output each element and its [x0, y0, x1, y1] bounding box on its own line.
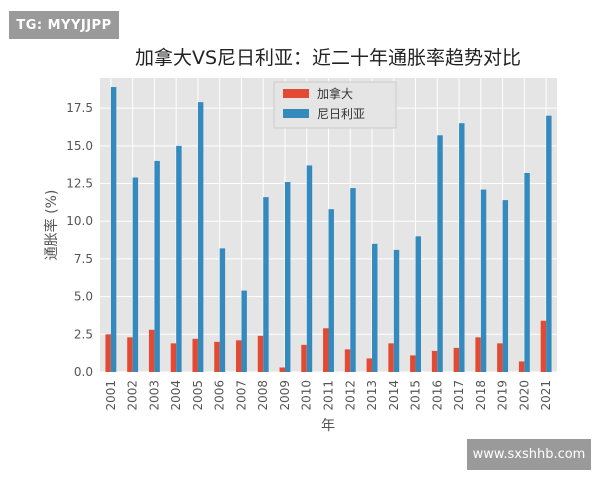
- x-tick-label: 2004: [169, 380, 183, 411]
- x-tick-label: 2009: [278, 380, 292, 411]
- bar-nigeria-2003: [154, 160, 160, 372]
- bar-nigeria-2015: [415, 236, 421, 372]
- x-tick-label: 2011: [322, 380, 336, 411]
- bar-nigeria-2017: [459, 123, 465, 372]
- bar-canada-2015: [410, 355, 416, 372]
- bar-canada-2016: [431, 350, 438, 372]
- bar-canada-2013: [366, 358, 373, 372]
- bar-canada-2006: [214, 341, 220, 372]
- x-tick-label: 2005: [191, 380, 205, 411]
- x-tick-label: 2016: [430, 380, 444, 411]
- bar-canada-2020: [518, 361, 525, 372]
- bar-nigeria-2009: [284, 182, 291, 372]
- bar-nigeria-2013: [372, 243, 378, 372]
- bar-nigeria-2016: [437, 135, 443, 372]
- y-tick-label: 17.5: [66, 101, 93, 115]
- bar-nigeria-2011: [328, 209, 334, 372]
- legend-label-canada: 加拿大: [317, 86, 353, 101]
- bar-canada-2004: [170, 343, 177, 372]
- bar-canada-2008: [257, 335, 264, 372]
- y-tick-label: 2.5: [74, 327, 93, 341]
- bar-nigeria-2019: [502, 200, 509, 372]
- bar-canada-2009: [279, 367, 285, 372]
- legend-swatch-canada: [283, 89, 309, 98]
- y-tick-label: 7.5: [74, 252, 93, 266]
- bar-canada-2018: [475, 337, 481, 372]
- x-tick-label: 2002: [126, 380, 140, 411]
- bar-nigeria-2005: [197, 102, 204, 372]
- bar-nigeria-2006: [219, 248, 226, 372]
- bar-canada-2014: [388, 343, 394, 372]
- x-tick-label: 2018: [474, 380, 488, 411]
- x-tick-label: 2019: [496, 380, 510, 411]
- x-tick-label: 2008: [256, 380, 270, 411]
- bar-canada-2021: [540, 320, 547, 372]
- bar-canada-2010: [301, 344, 307, 372]
- bar-nigeria-2010: [306, 165, 313, 372]
- y-tick-label: 12.5: [66, 177, 93, 191]
- x-tick-label: 2017: [452, 380, 466, 411]
- bar-canada-2019: [497, 343, 503, 372]
- bar-nigeria-2008: [263, 197, 269, 372]
- bar-nigeria-2002: [132, 177, 139, 372]
- bar-canada-2011: [323, 328, 329, 372]
- x-axis-label: 年: [321, 418, 335, 434]
- y-tick-label: 0.0: [74, 365, 93, 379]
- bar-nigeria-2014: [393, 249, 400, 372]
- bar-nigeria-2018: [480, 189, 487, 372]
- bar-canada-2017: [453, 347, 460, 372]
- legend-label-nigeria: 尼日利亚: [317, 107, 365, 121]
- y-axis-label: 通胀率 (%): [43, 190, 60, 261]
- bar-canada-2002: [127, 337, 133, 372]
- x-tick-label: 2012: [343, 380, 357, 411]
- x-tick-label: 2007: [234, 380, 248, 411]
- y-tick-label: 5.0: [74, 290, 93, 304]
- chart-title: 加拿大VS尼日利亚：近二十年通胀率趋势对比: [135, 46, 521, 69]
- watermark-tag: TG: MYYJJPP: [9, 11, 119, 39]
- watermark-site: www.sxshhb.com: [467, 439, 591, 470]
- bar-nigeria-2004: [176, 145, 182, 372]
- x-tick-label: 2014: [387, 380, 401, 411]
- x-tick-label: 2006: [213, 380, 227, 411]
- bar-canada-2001: [105, 334, 111, 372]
- x-tick-label: 2003: [147, 380, 161, 411]
- bar-canada-2012: [344, 349, 351, 372]
- legend-swatch-nigeria: [283, 109, 309, 118]
- legend: 加拿大 尼日利亚: [273, 81, 397, 129]
- x-axis: 2001 2002 2003 2004 2005 2006 2007 2008 2009 2010…: [104, 380, 553, 411]
- bar-nigeria-2021: [546, 115, 552, 372]
- x-tick-label: 2010: [300, 380, 314, 411]
- bar-canada-2003: [148, 329, 155, 372]
- bar-nigeria-2020: [524, 172, 530, 372]
- bar-canada-2005: [192, 338, 198, 372]
- bars: [105, 87, 552, 373]
- x-tick-label: 2015: [409, 380, 423, 411]
- bar-nigeria-2001: [110, 87, 117, 373]
- bar-nigeria-2012: [350, 188, 356, 372]
- x-tick-label: 2013: [365, 380, 379, 411]
- x-tick-label: 2021: [539, 380, 553, 411]
- bar-nigeria-2007: [241, 290, 247, 372]
- y-tick-label: 10.0: [66, 214, 93, 228]
- y-tick-label: 15.0: [66, 139, 93, 153]
- y-axis: 0.0 2.5 5.0 7.5 10.0 12.5 15.0 17.5: [66, 101, 93, 379]
- bar-canada-2007: [236, 340, 242, 372]
- x-tick-label: 2020: [517, 380, 531, 411]
- x-tick-label: 2001: [104, 380, 118, 411]
